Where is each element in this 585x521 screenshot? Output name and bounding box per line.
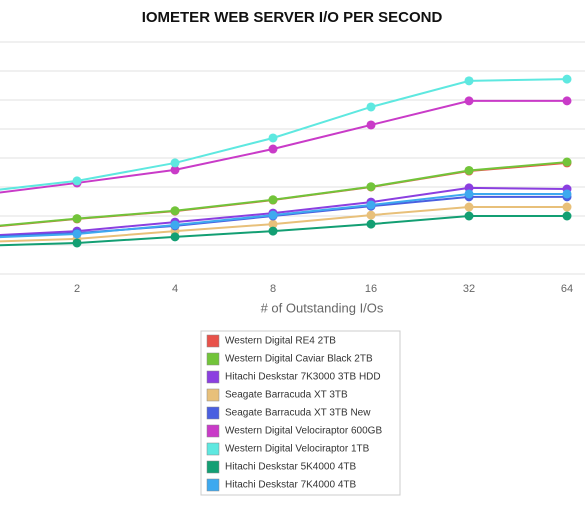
data-point <box>562 74 572 84</box>
legend-label: Western Digital Caviar Black 2TB <box>225 354 373 365</box>
data-point <box>268 195 278 205</box>
data-point <box>366 200 376 210</box>
data-point <box>562 96 572 106</box>
series-line <box>0 78 568 191</box>
data-point <box>464 202 474 212</box>
x-tick-label: 2 <box>74 283 80 295</box>
data-point <box>268 144 278 154</box>
data-point <box>268 133 278 143</box>
x-tick-label: 8 <box>270 283 276 295</box>
x-ticks: 2 4 8 16 32 64 <box>74 283 573 295</box>
data-point <box>170 165 180 175</box>
legend-label: Western Digital Velociraptor 1TB <box>225 444 370 455</box>
data-point <box>170 232 180 242</box>
legend-swatch <box>206 352 220 366</box>
chart-title: IOMETER WEB SERVER I/O PER SECOND <box>142 9 443 26</box>
data-point <box>72 214 82 224</box>
x-axis-label: # of Outstanding I/Os <box>261 300 384 315</box>
data-point <box>268 210 278 220</box>
data-point <box>366 102 376 112</box>
data-point <box>562 189 572 199</box>
legend-swatch <box>206 334 220 348</box>
data-point <box>464 165 474 175</box>
data-point <box>464 96 474 106</box>
series-line <box>0 186 568 236</box>
data-point <box>268 226 278 236</box>
legend-swatch <box>206 424 220 438</box>
legend-swatch <box>206 370 220 384</box>
series-line <box>0 99 567 194</box>
legend-label: Western Digital Velociraptor 600GB <box>225 426 382 437</box>
data-point <box>170 206 180 216</box>
legend-swatch <box>206 460 220 474</box>
legend <box>200 330 401 496</box>
legend-swatch <box>206 406 220 420</box>
data-point <box>366 219 376 229</box>
data-point <box>366 210 376 220</box>
grid <box>0 41 585 275</box>
data-point <box>72 229 82 239</box>
data-point <box>562 211 572 221</box>
legend-label: Seagate Barracuda XT 3TB New <box>225 408 371 419</box>
x-tick-label: 4 <box>172 283 178 295</box>
data-point <box>464 76 474 86</box>
legend-label: Hitachi Deskstar 7K3000 3TB HDD <box>225 372 381 383</box>
legend-label: Seagate Barracuda XT 3TB <box>225 390 348 401</box>
data-point <box>562 157 572 167</box>
data-point <box>170 158 180 168</box>
legend-swatch <box>206 388 220 402</box>
data-point <box>464 189 474 199</box>
legend-label: Hitachi Deskstar 7K4000 4TB <box>225 480 357 491</box>
x-tick-label: 32 <box>463 283 475 295</box>
legend-label: Western Digital RE4 2TB <box>225 336 336 347</box>
data-point <box>464 211 474 221</box>
data-point <box>170 220 180 230</box>
legend-swatch <box>206 442 220 456</box>
legend-entries: Western Digital RE4 2TB Western Digital C… <box>206 334 382 492</box>
data-point <box>366 120 376 130</box>
data-point <box>72 238 82 248</box>
plot-area <box>0 74 572 248</box>
legend-swatch <box>206 478 220 492</box>
data-point <box>562 202 572 212</box>
data-point <box>268 219 278 229</box>
data-point <box>366 182 376 192</box>
legend-label: Hitachi Deskstar 5K4000 4TB <box>225 462 357 473</box>
x-tick-label: 16 <box>365 283 377 295</box>
data-point <box>72 176 82 186</box>
x-tick-label: 64 <box>561 283 573 295</box>
